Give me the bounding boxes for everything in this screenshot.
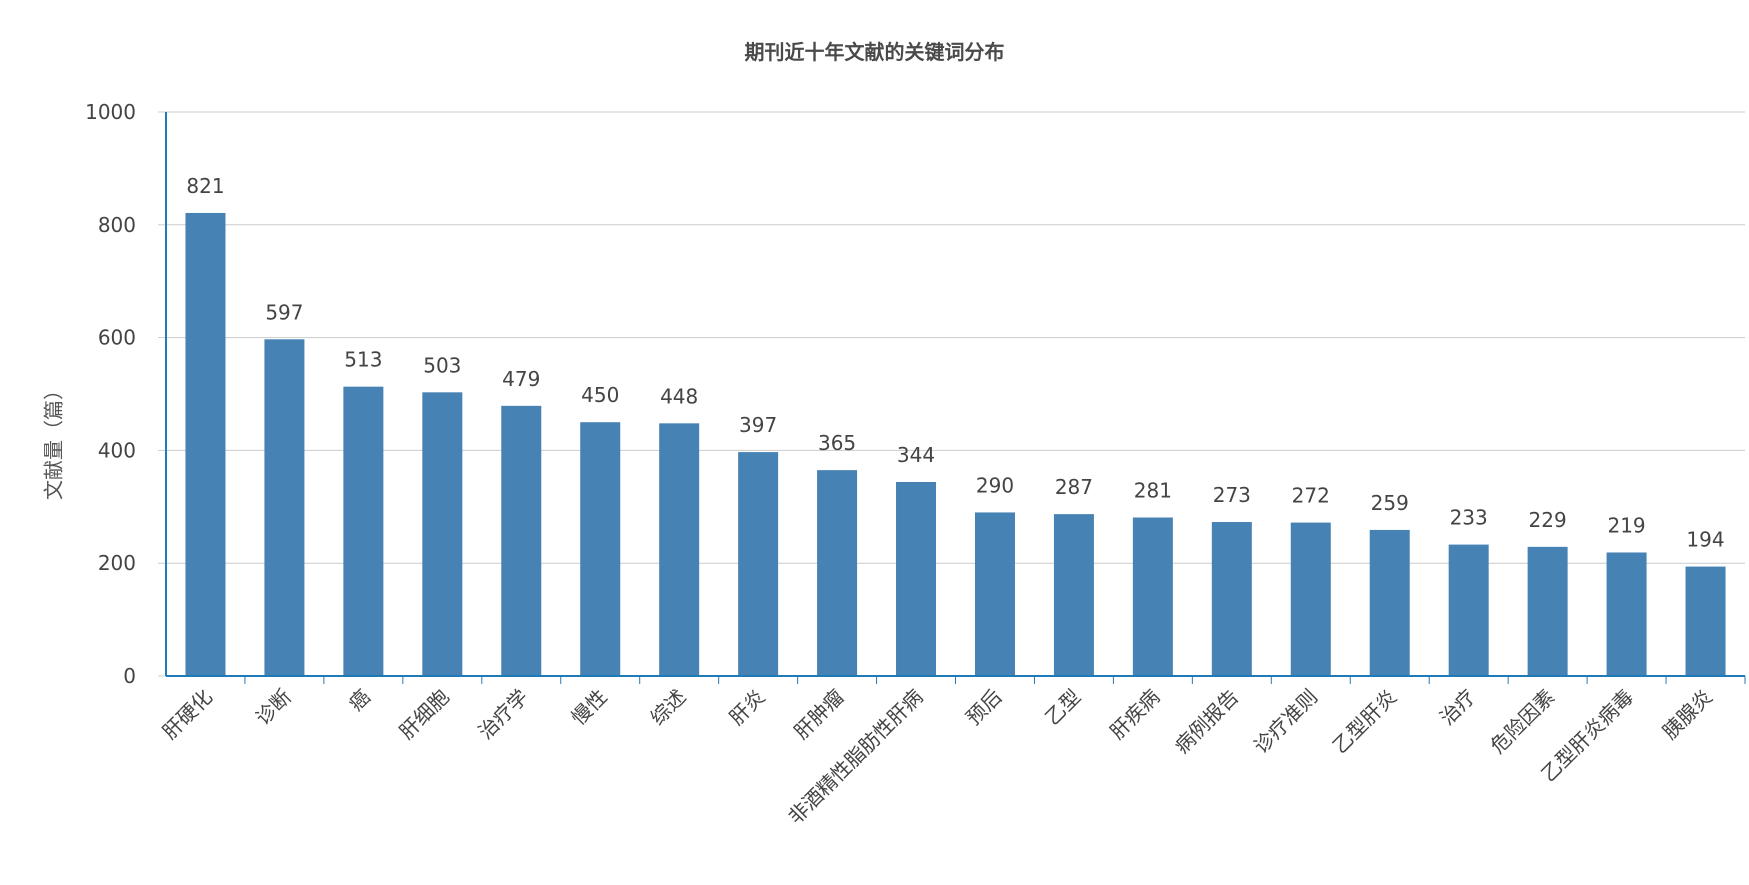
- axis-layer: [165, 112, 1746, 684]
- x-tick-label: 病例报告: [1170, 685, 1244, 759]
- bar: [896, 481, 937, 676]
- x-tick-label: 肝疾病: [1105, 685, 1164, 744]
- bar: [580, 422, 621, 676]
- bar: [1685, 566, 1726, 676]
- bar: [422, 392, 463, 676]
- bar: [185, 212, 226, 676]
- x-tick-label: 治疗: [1435, 685, 1480, 730]
- bar: [817, 470, 858, 676]
- bar: [1606, 552, 1647, 676]
- x-tick-label: 诊疗准则: [1249, 685, 1323, 759]
- data-label: 233: [1450, 506, 1488, 530]
- data-label: 365: [818, 431, 856, 455]
- y-tick-label: 200: [98, 551, 136, 575]
- data-label: 219: [1607, 513, 1645, 537]
- x-tick-label: 预后: [961, 685, 1006, 730]
- data-label: 503: [423, 353, 461, 377]
- x-tick-label: 非酒精性脂肪性肝病: [783, 685, 927, 829]
- data-label: 597: [265, 300, 303, 324]
- x-tick-label: 癌: [344, 685, 375, 716]
- y-tick-label: 1000: [85, 100, 136, 124]
- bar: [1369, 529, 1410, 676]
- y-tick-label: 800: [98, 213, 136, 237]
- bar: [1527, 546, 1568, 676]
- bar: [738, 452, 779, 676]
- bar: [264, 339, 305, 676]
- data-label: 281: [1134, 479, 1172, 503]
- bar: [1448, 544, 1489, 676]
- bar-layer: [185, 212, 1726, 676]
- x-tick-label: 慢性: [567, 685, 612, 730]
- data-label: 290: [976, 473, 1014, 497]
- x-tick-label: 治疗学: [473, 685, 532, 744]
- y-tick-label: 600: [98, 326, 136, 350]
- bar: [659, 423, 700, 676]
- x-tick-label: 综述: [645, 685, 690, 730]
- grid-layer: [158, 111, 1745, 677]
- bar: [1211, 522, 1252, 676]
- chart-title: 期刊近十年文献的关键词分布: [744, 40, 1005, 64]
- data-label: 287: [1055, 475, 1093, 499]
- data-label: 344: [897, 443, 935, 467]
- data-label: 448: [660, 384, 698, 408]
- data-label: 272: [1292, 484, 1330, 508]
- data-label: 479: [502, 367, 540, 391]
- x-tick-label: 乙型: [1040, 685, 1085, 730]
- bar: [1290, 522, 1331, 676]
- x-tick-label: 肝硬化: [158, 685, 217, 744]
- data-label: 397: [739, 413, 777, 437]
- data-label: 450: [581, 383, 619, 407]
- data-label: 821: [186, 174, 224, 198]
- x-tick-label: 肝炎: [724, 685, 769, 730]
- x-tick-label: 肝细胞: [394, 685, 453, 744]
- bar: [501, 405, 542, 676]
- x-tick-label: 诊断: [251, 685, 296, 730]
- bar: [1132, 517, 1173, 676]
- bar: [343, 386, 384, 676]
- x-tick-label: 危险因素: [1486, 685, 1560, 759]
- data-label: 259: [1371, 491, 1409, 515]
- x-tick-label: 乙型肝炎: [1328, 685, 1402, 759]
- bar: [974, 512, 1015, 676]
- data-label: 229: [1529, 508, 1567, 532]
- data-label: 194: [1686, 528, 1724, 552]
- data-label: 273: [1213, 483, 1251, 507]
- x-tick-label: 胰腺炎: [1658, 685, 1717, 744]
- x-tick-label: 肝肿瘤: [789, 685, 848, 744]
- y-tick-label: 400: [98, 438, 136, 462]
- y-tick-label: 0: [123, 664, 136, 688]
- data-label: 513: [344, 348, 382, 372]
- data-label-layer: 821 597 513 503 479 450 448 397 365 344 290 287 281 2…: [186, 174, 1724, 552]
- bar: [1053, 514, 1094, 676]
